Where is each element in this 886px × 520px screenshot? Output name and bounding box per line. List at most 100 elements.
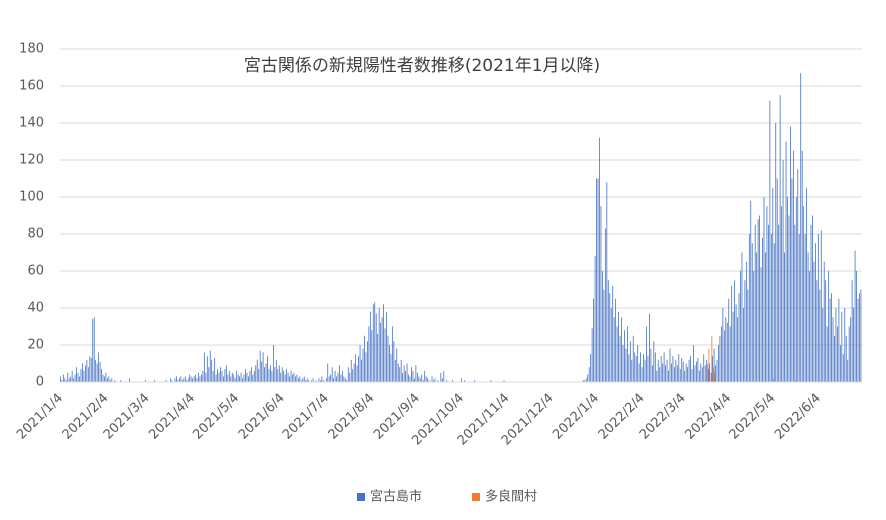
bar — [265, 363, 267, 382]
bar — [707, 363, 708, 382]
bar — [668, 370, 669, 382]
bar — [218, 372, 220, 382]
bar — [402, 372, 404, 382]
bar — [744, 280, 746, 382]
bar — [289, 376, 290, 382]
bar — [340, 374, 342, 382]
bar — [86, 359, 88, 382]
bar — [770, 234, 772, 382]
bar — [701, 367, 703, 382]
bar — [243, 374, 245, 382]
bar — [386, 311, 387, 382]
bar — [760, 267, 762, 382]
bar — [804, 234, 806, 382]
bar — [318, 378, 320, 382]
bar — [303, 376, 305, 382]
bar — [441, 378, 443, 382]
bar — [726, 322, 728, 382]
bar — [129, 378, 130, 382]
bar — [328, 376, 330, 382]
bar — [596, 178, 597, 382]
bar — [311, 380, 312, 382]
bar — [741, 252, 743, 382]
bar — [819, 289, 821, 382]
bar — [297, 378, 299, 382]
bar — [275, 359, 277, 382]
bar — [255, 365, 257, 382]
bar — [847, 359, 849, 382]
bar — [256, 359, 258, 382]
bar — [748, 234, 750, 382]
bar — [844, 308, 846, 382]
bar — [795, 380, 796, 382]
bar — [195, 374, 196, 382]
bar — [625, 348, 627, 382]
bar — [708, 348, 710, 382]
bar — [685, 363, 687, 382]
bar — [715, 365, 716, 382]
bar — [359, 345, 361, 382]
bar — [729, 326, 731, 382]
bar — [651, 365, 653, 382]
bar — [73, 378, 75, 382]
bar — [233, 374, 235, 382]
bar — [676, 365, 678, 382]
bar — [646, 326, 647, 382]
bar — [769, 100, 771, 383]
bar — [693, 345, 694, 382]
bar — [621, 317, 622, 382]
bar — [108, 376, 110, 382]
bar — [82, 363, 83, 382]
bar — [234, 378, 236, 382]
bar — [474, 380, 476, 382]
bar — [412, 370, 414, 382]
bar — [612, 285, 614, 382]
bar — [653, 341, 655, 382]
bar — [763, 197, 765, 382]
legend-swatch — [357, 493, 365, 501]
bar — [740, 271, 741, 382]
bar — [634, 352, 636, 382]
bar — [342, 370, 343, 382]
bar — [231, 372, 233, 382]
bar — [679, 369, 681, 382]
bar — [635, 356, 637, 382]
bar — [203, 352, 205, 382]
bar — [387, 335, 389, 382]
bar — [716, 359, 718, 382]
bar — [707, 369, 709, 382]
bar — [801, 150, 803, 382]
bar — [669, 348, 671, 382]
bar — [215, 374, 217, 382]
bar — [817, 234, 819, 382]
bar — [383, 304, 384, 382]
bar — [352, 369, 354, 382]
bar — [424, 370, 426, 382]
legend-swatch — [472, 493, 481, 501]
bar — [678, 354, 680, 382]
bar — [672, 356, 674, 382]
bar — [603, 289, 605, 382]
bar — [189, 374, 191, 382]
bar — [825, 280, 827, 382]
bar — [369, 311, 371, 382]
bar — [425, 376, 427, 382]
bar — [61, 380, 63, 382]
bar — [759, 215, 760, 382]
bar — [284, 374, 286, 382]
bar — [691, 369, 693, 382]
bar — [857, 298, 859, 382]
bar — [832, 317, 834, 382]
bar — [322, 380, 324, 382]
bar — [762, 237, 763, 382]
bar — [393, 341, 395, 382]
bar — [268, 369, 270, 382]
bar — [631, 359, 633, 382]
bar — [101, 369, 102, 382]
bar — [261, 361, 263, 382]
bar — [662, 363, 664, 382]
bar — [714, 372, 716, 382]
bar — [823, 261, 825, 382]
bar — [735, 304, 737, 382]
